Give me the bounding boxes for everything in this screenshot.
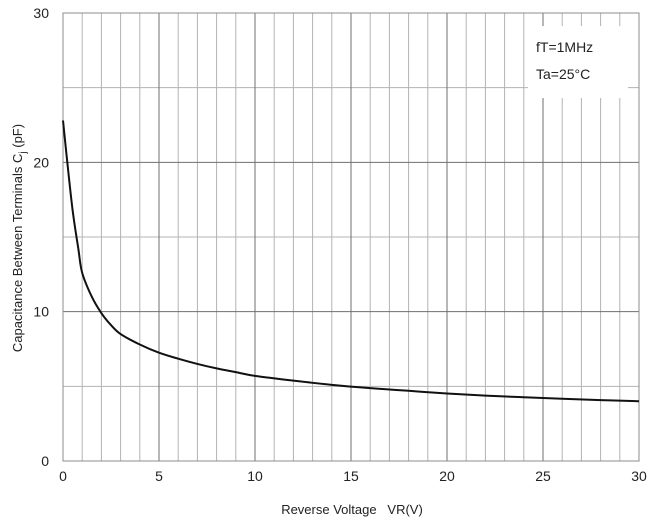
x-tick-label: 0 [59, 468, 67, 484]
x-tick-label: 5 [155, 468, 163, 484]
x-tick-label: 30 [631, 468, 647, 484]
annotation-box [528, 26, 628, 98]
y-axis-label: Capacitance Between Terminals Cj (pF) [10, 124, 29, 352]
y-axis-label-main: Capacitance Between Terminals C [10, 154, 25, 352]
y-axis-label-subscript: j [18, 151, 29, 154]
x-tick-label: 15 [343, 468, 359, 484]
x-tick-labels: 0 5 10 15 20 25 30 [59, 468, 647, 484]
annotation-frequency: fT=1MHz [536, 39, 593, 55]
y-tick-label: 0 [41, 453, 49, 469]
x-tick-label: 20 [439, 468, 455, 484]
x-tick-label: 10 [247, 468, 263, 484]
y-tick-labels: 0 10 20 30 [33, 5, 49, 469]
y-axis-label-unit: (pF) [10, 124, 25, 151]
y-tick-label: 30 [33, 5, 49, 21]
capacitance-curve [62, 120, 640, 403]
x-axis-label: Reverse Voltage VR(V) [281, 502, 423, 517]
y-tick-label: 20 [33, 154, 49, 170]
x-tick-label: 25 [535, 468, 551, 484]
y-tick-label: 10 [33, 304, 49, 320]
plot-frame [62, 12, 640, 462]
annotation-temperature: Ta=25°C [536, 66, 590, 82]
